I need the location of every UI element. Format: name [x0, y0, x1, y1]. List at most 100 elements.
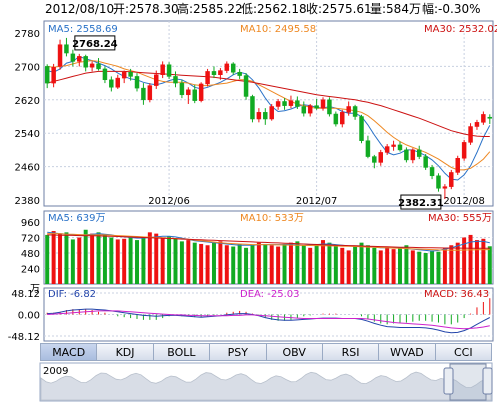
candle-body — [134, 76, 140, 89]
volume-bar — [218, 241, 223, 284]
candle — [141, 83, 146, 105]
candle-body — [288, 100, 294, 106]
candle — [346, 101, 351, 116]
volume-bar — [391, 249, 396, 284]
tab-cci[interactable]: CCI — [435, 344, 491, 360]
tab-macd[interactable]: MACD — [41, 344, 98, 360]
tab-boll[interactable]: BOLL — [153, 344, 211, 360]
candle-body — [340, 112, 345, 125]
vol-legend-ma5: MA5: 639万 — [48, 213, 105, 224]
volume-gridlines — [44, 237, 493, 269]
volume-bar — [308, 247, 313, 284]
volume-bar — [109, 237, 114, 284]
price-y-axis: 2780 2700 2620 2540 2460 2380 — [15, 29, 40, 207]
macd-legend-dif: DIF: -6.82 — [48, 289, 96, 300]
volume-bar — [455, 242, 460, 284]
candle — [442, 184, 448, 200]
price-y-tick-label: 2620 — [15, 96, 40, 107]
candle-body — [83, 56, 88, 68]
volume-bar — [173, 238, 178, 284]
volume-bar — [481, 238, 486, 284]
tab-obv[interactable]: OBV — [266, 344, 323, 360]
candle — [365, 135, 371, 159]
volume-bar — [154, 233, 159, 284]
navigator-left-handle[interactable] — [443, 367, 454, 395]
candle — [237, 68, 242, 79]
volume-ma-line-ma30 — [47, 234, 490, 249]
candle-body — [352, 106, 358, 117]
candle — [102, 66, 108, 84]
price-ma-line-ma30 — [47, 70, 490, 137]
candle — [230, 62, 236, 75]
volume-bar — [250, 245, 255, 284]
candle-body — [173, 76, 178, 84]
volume-bar — [115, 239, 120, 284]
candle — [70, 49, 76, 67]
volume-moving-averages — [47, 231, 490, 252]
candle-body — [346, 106, 351, 113]
price-y-tick-label: 2460 — [15, 163, 40, 174]
candle-body — [461, 142, 467, 159]
volume-bar — [430, 250, 435, 284]
volume-bar — [301, 245, 306, 284]
tab-wvad[interactable]: WVAD — [379, 344, 436, 360]
candle — [449, 169, 454, 190]
volume-bar — [385, 246, 390, 284]
candle — [372, 154, 377, 169]
tab-kdj[interactable]: KDJ — [97, 344, 154, 360]
legend-ma10: MA10: 2495.58 — [240, 24, 316, 35]
macd-y-tick-label: 0.00 — [18, 311, 40, 322]
candle-body — [333, 113, 339, 125]
legend-ma30: MA30: 2532.02 — [424, 24, 497, 35]
range-navigator[interactable]: 2009 — [39, 362, 493, 402]
volume-bar — [276, 246, 281, 284]
volume-bar — [333, 245, 338, 284]
navigator-selection-window[interactable] — [449, 363, 487, 401]
volume-bar — [282, 243, 287, 284]
candle-body — [314, 105, 319, 109]
volume-y-tick-label: 240 — [21, 265, 40, 276]
candle-body — [263, 112, 268, 120]
volume-bar — [410, 250, 415, 284]
candle — [192, 84, 197, 104]
volume-bar — [179, 241, 184, 284]
candle — [455, 155, 460, 175]
candle — [416, 145, 422, 160]
volume-bar — [70, 239, 75, 284]
volume-bar — [90, 233, 95, 284]
candle — [295, 96, 300, 109]
candle-body — [327, 99, 332, 115]
volume-bar — [365, 245, 370, 284]
volume-bar — [102, 234, 107, 284]
volume-bar — [314, 243, 319, 284]
volume-panel: 960 720 480 240 万 MA5: 639万 MA10: 533万 MA30:… — [21, 210, 494, 295]
tab-rsi[interactable]: RSI — [322, 344, 380, 360]
volume-bar — [167, 236, 172, 284]
volume-bar — [442, 247, 447, 284]
candle-body — [391, 144, 396, 147]
candle — [256, 108, 262, 123]
tab-psy[interactable]: PSY — [210, 344, 267, 360]
candle — [461, 139, 467, 161]
candle — [340, 109, 345, 128]
candle — [154, 70, 159, 89]
candle-body — [205, 71, 210, 85]
candle — [44, 64, 50, 89]
price-annotation: 2768.24 — [72, 35, 118, 51]
candle — [218, 68, 223, 80]
indicator-tabs: MACD KDJ BOLL PSY OBV RSI WVAD CCI — [40, 343, 492, 361]
volume-bar — [122, 238, 127, 284]
candle-body — [77, 56, 82, 62]
candle-body — [224, 63, 230, 71]
volume-bar — [224, 245, 229, 284]
candle — [96, 58, 101, 71]
header-close: 收:2575.61 — [306, 2, 372, 16]
candle-body — [455, 158, 460, 173]
volume-bar — [263, 243, 268, 284]
candle-body — [70, 53, 76, 62]
candle-body — [372, 156, 377, 163]
candle — [320, 97, 326, 111]
price-annotations: 2768.24 2382.31 — [72, 35, 444, 210]
navigator-right-handle[interactable] — [482, 367, 493, 395]
